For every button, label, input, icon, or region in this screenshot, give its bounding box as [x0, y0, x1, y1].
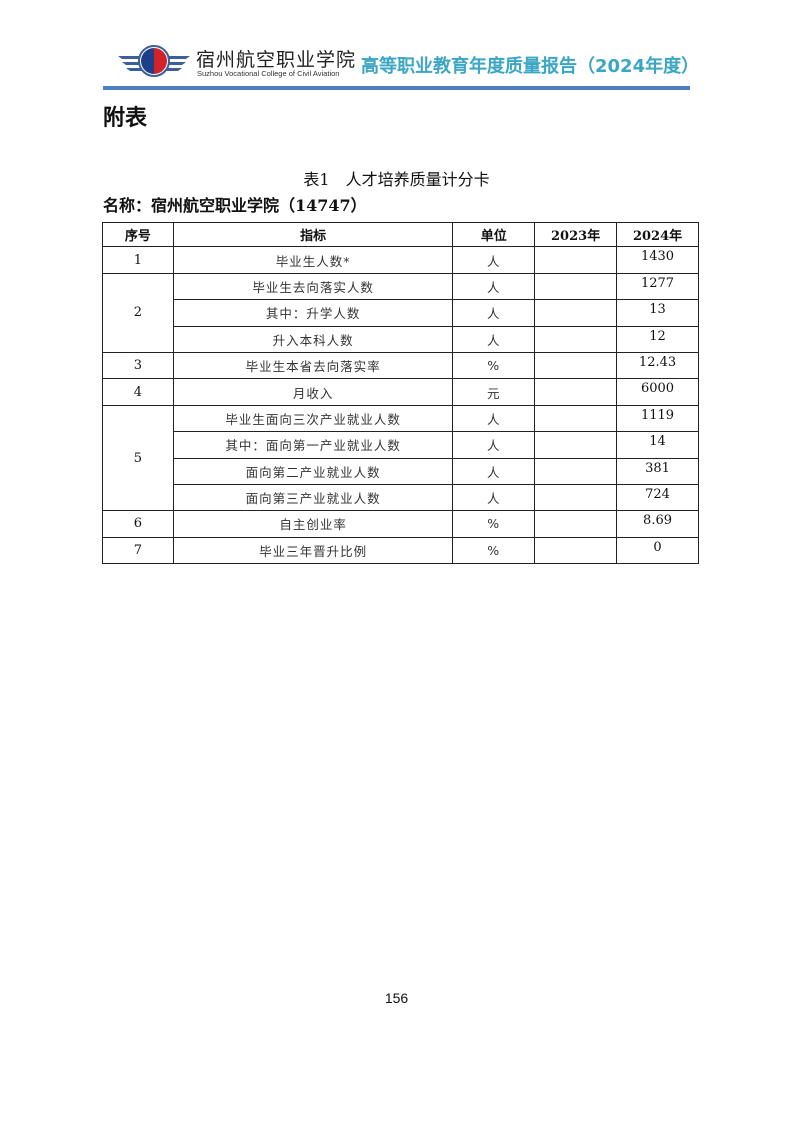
col-2024: 2024年: [616, 221, 699, 248]
indicator-cell: 毕业生去向落实人数: [172, 272, 454, 301]
unit-cell: 元: [452, 378, 536, 406]
unit-cell: %: [452, 351, 536, 380]
unit-cell: 人: [452, 299, 536, 327]
value-2023-cell: [534, 325, 618, 353]
value-2024-cell: 1430: [616, 246, 699, 274]
table-header: 序号 指标 单位 2023年 2024年: [102, 221, 699, 248]
indicator-cell: 毕业生面向三次产业就业人数: [172, 404, 454, 433]
value-2024-cell: 12.43: [616, 351, 699, 380]
row-number: 4: [102, 378, 174, 406]
indicator-cell: 月收入: [172, 378, 454, 406]
table-row: 面向第二产业就业人数人 381: [103, 457, 699, 485]
page-heading: 附表: [103, 106, 148, 131]
value-2023-cell: [534, 351, 618, 380]
unit-cell: 人: [452, 483, 536, 512]
page-number: 156: [384, 990, 409, 1006]
indicator-cell: 其中：面向第一产业就业人数: [172, 431, 454, 459]
value-2024-cell: 1277: [616, 272, 699, 301]
institution-name: 名称：宿州航空职业学院（14747）: [103, 196, 367, 215]
value-2023-cell: [534, 483, 618, 512]
value-2024-cell: 724: [616, 483, 699, 512]
value-2023-cell: [534, 378, 618, 406]
table-caption: 表1 人才培养质量计分卡: [303, 170, 490, 189]
value-2023-cell: [534, 457, 618, 485]
value-2024-cell: 1119: [616, 404, 699, 433]
col-indicator: 指标: [172, 221, 454, 248]
row-number: 6: [102, 510, 174, 538]
table-row: 其中：面向第一产业就业人数人 14: [103, 431, 699, 459]
value-2023-cell: [534, 272, 618, 301]
table-row: 升入本科人数人 12: [103, 325, 699, 353]
table-row: 5 毕业生面向三次产业就业人数人 1119: [102, 404, 699, 512]
col-no: 序号: [102, 221, 174, 248]
table-row: 4 月收入元 6000: [102, 378, 699, 406]
col-2023: 2023年: [534, 221, 618, 248]
value-2024-cell: 0: [616, 536, 699, 565]
table-row: 2 毕业生去向落实人数人 1277: [102, 272, 699, 353]
indicator-cell: 毕业生人数*: [172, 246, 454, 274]
unit-cell: 人: [452, 404, 536, 433]
row-number: 1: [102, 246, 174, 274]
value-2023-cell: [534, 536, 618, 565]
value-2024-cell: 6000: [616, 378, 699, 406]
value-2023-cell: [534, 246, 618, 274]
value-2024-cell: 14: [616, 431, 699, 459]
indicator-cell: 毕业生本省去向落实率: [172, 351, 454, 380]
school-name: 宿州航空职业学院: [196, 49, 357, 71]
row-number: 7: [102, 536, 174, 565]
college-logo: [118, 45, 190, 77]
value-2023-cell: [534, 299, 618, 327]
table-row: 7 毕业三年晋升比例% 0: [102, 536, 699, 565]
unit-cell: 人: [452, 325, 536, 353]
unit-cell: 人: [452, 272, 536, 301]
col-unit: 单位: [452, 221, 536, 248]
unit-cell: %: [452, 510, 536, 538]
table-row: 面向第三产业就业人数人 724: [103, 483, 699, 512]
row-number: 5: [102, 404, 174, 512]
value-2023-cell: [534, 431, 618, 459]
indicator-cell: 自主创业率: [172, 510, 454, 538]
report-title: 高等职业教育年度质量报告（2024年度）: [361, 56, 700, 77]
indicator-cell: 毕业三年晋升比例: [172, 536, 454, 565]
indicator-cell: 升入本科人数: [172, 325, 454, 353]
indicator-cell: 面向第二产业就业人数: [172, 457, 454, 485]
indicator-cell: 其中：升学人数: [172, 299, 454, 327]
table-row: 6 自主创业率% 8.69: [102, 510, 699, 538]
table-row: 1 毕业生人数* 人 1430: [102, 246, 699, 274]
value-2024-cell: 13: [616, 299, 699, 327]
unit-cell: 人: [452, 431, 536, 459]
scorecard-table: 序号 指标 单位 2023年 2024年 1 毕业生人数* 人 1430 2 毕业生去向落…: [102, 221, 699, 565]
indicator-cell: 面向第三产业就业人数: [172, 483, 454, 512]
header-rule: [103, 86, 690, 90]
unit-cell: %: [452, 536, 536, 565]
value-2024-cell: 8.69: [616, 510, 699, 538]
value-2024-cell: 381: [616, 457, 699, 485]
value-2024-cell: 12: [616, 325, 699, 353]
table-row: 其中：升学人数人 13: [103, 299, 699, 327]
unit-cell: 人: [452, 246, 536, 274]
row-number: 2: [102, 272, 174, 353]
value-2023-cell: [534, 510, 618, 538]
unit-cell: 人: [452, 457, 536, 485]
value-2023-cell: [534, 404, 618, 433]
table-row: 3 毕业生本省去向落实率% 12.43: [102, 351, 699, 380]
row-number: 3: [102, 351, 174, 380]
school-name-en: Suzhou Vocational College of Civil Aviat…: [197, 69, 340, 78]
